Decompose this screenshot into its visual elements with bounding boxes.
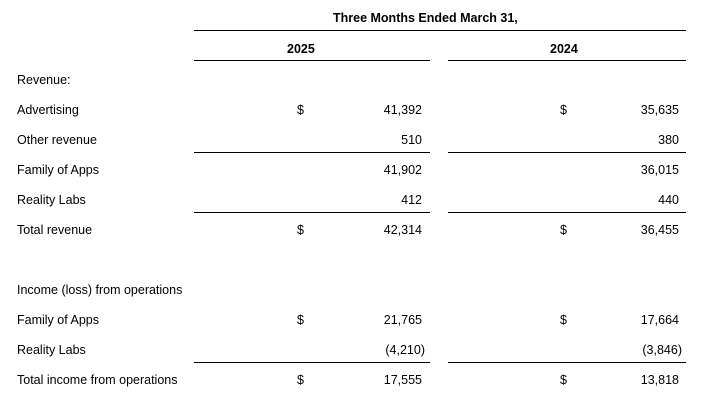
dollar-sign-2024: $ <box>560 313 567 327</box>
value-other-revenue-2024: 380 <box>658 133 679 147</box>
dollar-sign-2024: $ <box>560 223 567 237</box>
dollar-sign-2025: $ <box>297 103 304 117</box>
revenue-heading: Revenue: <box>17 73 71 87</box>
dollar-sign-2025: $ <box>297 313 304 327</box>
dollar-sign-2024: $ <box>560 103 567 117</box>
row-label-family-of-apps-income: Family of Apps <box>17 313 99 327</box>
row-label-advertising: Advertising <box>17 103 79 117</box>
row-label-total-revenue: Total revenue <box>17 223 93 237</box>
row-label-family-of-apps-revenue: Family of Apps <box>17 163 99 177</box>
subtotal-rule-2025 <box>194 152 430 153</box>
value-advertising-2024: 35,635 <box>640 103 679 117</box>
value-reality-labs-revenue-2024: 440 <box>658 193 679 207</box>
period-title: Three Months Ended March 31, <box>333 11 518 25</box>
value-advertising-2025: 41,392 <box>383 103 422 117</box>
row-label-reality-labs-revenue: Reality Labs <box>17 193 86 207</box>
column-header-2025: 2025 <box>287 42 315 56</box>
value-family-of-apps-revenue-2025: 41,902 <box>383 163 422 177</box>
total-income-rule-2024 <box>448 362 686 363</box>
value-total-revenue-2025: 42,314 <box>383 223 422 237</box>
value-reality-labs-income-2025: (4,210) <box>385 343 425 357</box>
value-total-revenue-2024: 36,455 <box>640 223 679 237</box>
dollar-sign-2025: $ <box>297 223 304 237</box>
value-family-of-apps-income-2025: 21,765 <box>383 313 422 327</box>
column-header-2024: 2024 <box>550 42 578 56</box>
total-income-rule-2025 <box>194 362 430 363</box>
column-rule-2025 <box>194 60 430 61</box>
total-rule-2025 <box>194 212 430 213</box>
value-reality-labs-revenue-2025: 412 <box>401 193 422 207</box>
value-total-income-2024: 13,818 <box>640 373 679 387</box>
value-total-income-2025: 17,555 <box>383 373 422 387</box>
total-rule-2024 <box>448 212 686 213</box>
row-label-reality-labs-income: Reality Labs <box>17 343 86 357</box>
value-reality-labs-income-2024: (3,846) <box>642 343 682 357</box>
dollar-sign-2025: $ <box>297 373 304 387</box>
value-family-of-apps-income-2024: 17,664 <box>640 313 679 327</box>
row-label-total-income: Total income from operations <box>17 373 178 387</box>
header-rule <box>194 30 686 31</box>
value-other-revenue-2025: 510 <box>401 133 422 147</box>
dollar-sign-2024: $ <box>560 373 567 387</box>
value-family-of-apps-revenue-2024: 36,015 <box>640 163 679 177</box>
income-heading: Income (loss) from operations <box>17 283 183 297</box>
row-label-other-revenue: Other revenue <box>17 133 97 147</box>
subtotal-rule-2024 <box>448 152 686 153</box>
column-rule-2024 <box>448 60 686 61</box>
